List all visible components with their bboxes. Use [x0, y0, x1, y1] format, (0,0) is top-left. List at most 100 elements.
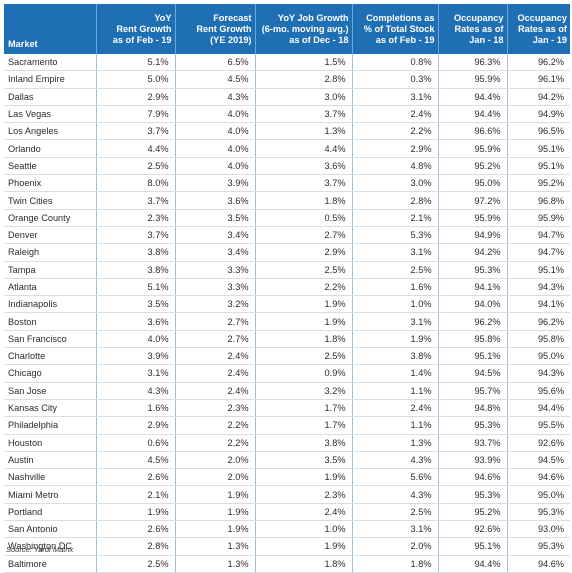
table-row: Miami Metro 2.1% 1.9% 2.3% 4.3% 95.3% 95.0% — [4, 485, 570, 504]
completions-cell: 0.3% — [352, 70, 439, 89]
occupancy-jan-19-cell: 92.6% — [507, 434, 570, 452]
occupancy-jan-18-cell: 95.8% — [438, 330, 508, 349]
yoy-rent-growth-cell: 2.5% — [96, 555, 176, 573]
table-row: Kansas City 1.6% 2.3% 1.7% 2.4% 94.8% 94.4% — [4, 399, 570, 418]
yoy-rent-growth-cell: 5.1% — [96, 278, 176, 297]
yoy-rent-growth-cell: 4.3% — [96, 382, 176, 400]
occupancy-jan-18-cell: 95.1% — [438, 537, 508, 556]
table-row: Chicago 3.1% 2.4% 0.9% 1.4% 94.5% 94.3% — [4, 364, 570, 383]
forecast-rent-growth-cell: 2.4% — [175, 382, 256, 400]
occupancy-jan-18-cell: 95.2% — [438, 157, 508, 176]
forecast-rent-growth-cell: 1.3% — [175, 537, 256, 556]
occupancy-jan-19-cell: 94.7% — [507, 243, 570, 262]
forecast-rent-growth-cell: 2.7% — [175, 312, 256, 331]
job-growth-cell: 1.3% — [255, 122, 353, 141]
table-row: Nashville 2.6% 2.0% 1.9% 5.6% 94.6% 94.6% — [4, 468, 570, 487]
yoy-rent-growth-cell: 2.9% — [96, 416, 176, 435]
market-cell: Washington DC — [4, 537, 97, 556]
table-row: Los Angeles 3.7% 4.0% 1.3% 2.2% 96.6% 96.5% — [4, 122, 570, 141]
job-growth-cell: 3.6% — [255, 157, 353, 176]
occupancy-jan-19-cell: 96.8% — [507, 191, 570, 210]
market-cell: Orlando — [4, 139, 97, 158]
market-cell: Raleigh — [4, 243, 97, 262]
yoy-rent-growth-cell: 2.6% — [96, 468, 176, 487]
market-cell: Austin — [4, 451, 97, 470]
table-row: Baltimore 2.5% 1.3% 1.8% 1.8% 94.4% 94.6% — [4, 555, 570, 573]
occupancy-jan-18-cell: 96.6% — [438, 122, 508, 141]
occupancy-jan-19-cell: 95.1% — [507, 261, 570, 279]
completions-cell: 1.0% — [352, 295, 439, 314]
occupancy-jan-18-cell: 95.0% — [438, 174, 508, 193]
completions-cell: 1.6% — [352, 278, 439, 297]
table-row: Phoenix 8.0% 3.9% 3.7% 3.0% 95.0% 95.2% — [4, 174, 570, 193]
job-growth-cell: 1.0% — [255, 520, 353, 539]
market-cell: San Antonio — [4, 520, 97, 539]
market-cell: Indianapolis — [4, 295, 97, 314]
occupancy-jan-19-cell: 95.9% — [507, 209, 570, 227]
yoy-rent-growth-cell: 4.0% — [96, 330, 176, 349]
job-growth-cell: 4.4% — [255, 139, 353, 158]
market-cell: Inland Empire — [4, 70, 97, 89]
occupancy-jan-18-cell: 97.2% — [438, 191, 508, 210]
market-cell: Boston — [4, 312, 97, 331]
occupancy-jan-18-cell: 95.3% — [438, 416, 508, 435]
table-row: Inland Empire 5.0% 4.5% 2.8% 0.3% 95.9% 96.1% — [4, 70, 570, 89]
forecast-rent-growth-cell: 2.4% — [175, 364, 256, 383]
source-note: Source: Yardi Matrix — [6, 545, 74, 554]
header-line: as of Dec - 18 — [289, 34, 349, 45]
forecast-rent-growth-cell: 1.9% — [175, 485, 256, 504]
yoy-rent-growth-cell: 4.5% — [96, 451, 176, 470]
occupancy-jan-18-cell: 94.0% — [438, 295, 508, 314]
forecast-rent-growth-cell: 3.3% — [175, 278, 256, 297]
header-yoy-job-growth: YoY Job Growth (6-mo. moving avg.) as of D… — [255, 4, 353, 54]
occupancy-jan-18-cell: 93.7% — [438, 434, 508, 452]
forecast-rent-growth-cell: 2.7% — [175, 330, 256, 349]
table-row: Denver 3.7% 3.4% 2.7% 5.3% 94.9% 94.7% — [4, 226, 570, 245]
forecast-rent-growth-cell: 4.0% — [175, 122, 256, 141]
forecast-rent-growth-cell: 4.3% — [175, 88, 256, 106]
completions-cell: 3.0% — [352, 174, 439, 193]
occupancy-jan-19-cell: 94.9% — [507, 105, 570, 124]
yoy-rent-growth-cell: 2.9% — [96, 88, 176, 106]
occupancy-jan-18-cell: 94.8% — [438, 399, 508, 418]
completions-cell: 4.3% — [352, 451, 439, 470]
table-row: Seattle 2.5% 4.0% 3.6% 4.8% 95.2% 95.1% — [4, 157, 570, 176]
header-row: Market YoY Rent Growth as of Feb - 19 Foreca… — [4, 4, 570, 54]
header-line: as of Feb - 19 — [112, 34, 172, 45]
yoy-rent-growth-cell: 2.3% — [96, 209, 176, 227]
completions-cell: 3.1% — [352, 88, 439, 106]
completions-cell: 1.4% — [352, 364, 439, 383]
table-row: Charlotte 3.9% 2.4% 2.5% 3.8% 95.1% 95.0% — [4, 347, 570, 366]
forecast-rent-growth-cell: 1.9% — [175, 520, 256, 539]
table-row: Raleigh 3.8% 3.4% 2.9% 3.1% 94.2% 94.7% — [4, 243, 570, 262]
table-row: Atlanta 5.1% 3.3% 2.2% 1.6% 94.1% 94.3% — [4, 278, 570, 297]
market-cell: Las Vegas — [4, 105, 97, 124]
forecast-rent-growth-cell: 6.5% — [175, 54, 256, 72]
market-cell: Philadelphia — [4, 416, 97, 435]
occupancy-jan-18-cell: 95.9% — [438, 209, 508, 227]
forecast-rent-growth-cell: 2.2% — [175, 416, 256, 435]
market-cell: San Jose — [4, 382, 97, 400]
table-row: Boston 3.6% 2.7% 1.9% 3.1% 96.2% 96.2% — [4, 312, 570, 331]
market-cell: Sacramento — [4, 54, 97, 72]
occupancy-jan-19-cell: 95.3% — [507, 537, 570, 556]
forecast-rent-growth-cell: 3.4% — [175, 226, 256, 245]
market-cell: Baltimore — [4, 555, 97, 573]
table-row: Sacramento 5.1% 6.5% 1.5% 0.8% 96.3% 96.2% — [4, 54, 570, 72]
occupancy-jan-19-cell: 93.0% — [507, 520, 570, 539]
completions-cell: 2.9% — [352, 139, 439, 158]
header-line: YoY — [154, 12, 172, 23]
occupancy-jan-19-cell: 95.1% — [507, 139, 570, 158]
forecast-rent-growth-cell: 2.0% — [175, 468, 256, 487]
forecast-rent-growth-cell: 2.4% — [175, 347, 256, 366]
occupancy-jan-19-cell: 96.1% — [507, 70, 570, 89]
header-line: Forecast — [213, 12, 252, 23]
market-cell: Phoenix — [4, 174, 97, 193]
occupancy-jan-19-cell: 95.6% — [507, 382, 570, 400]
table-row: Tampa 3.8% 3.3% 2.5% 2.5% 95.3% 95.1% — [4, 261, 570, 279]
completions-cell: 1.1% — [352, 382, 439, 400]
occupancy-jan-19-cell: 95.8% — [507, 330, 570, 349]
completions-cell: 2.4% — [352, 105, 439, 124]
yoy-rent-growth-cell: 5.0% — [96, 70, 176, 89]
header-line: Occupancy — [517, 12, 567, 23]
